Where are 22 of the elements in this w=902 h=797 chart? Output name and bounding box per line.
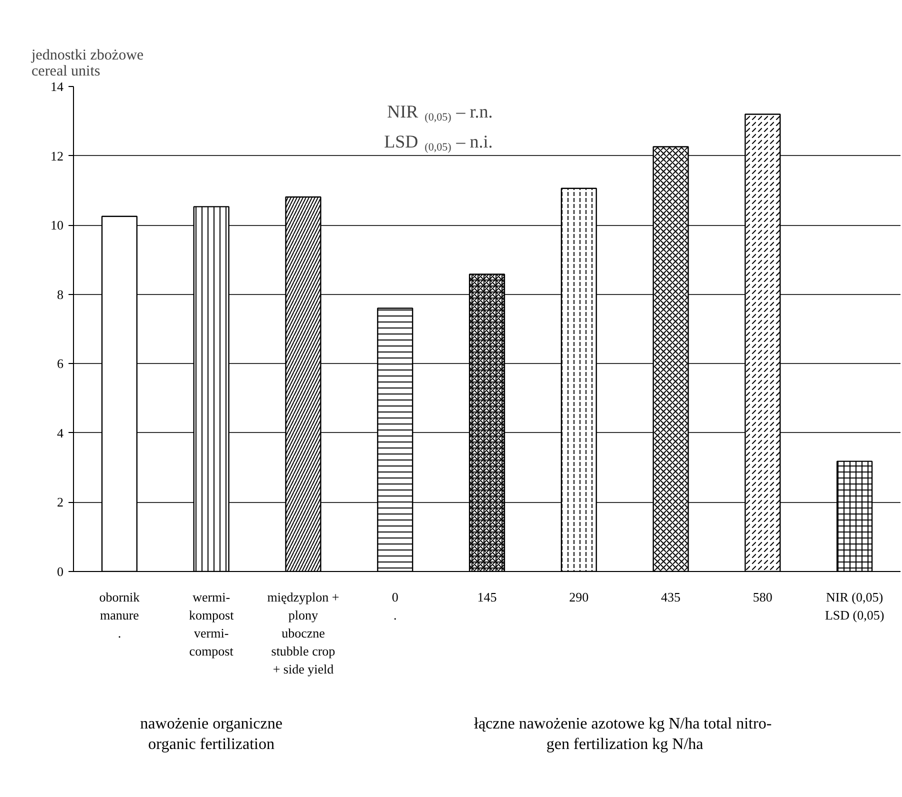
- x-tick-label: wermi- kompost vermi- compost: [188, 590, 234, 658]
- x-tick-label: 290: [569, 590, 589, 604]
- x-tick-label: 0 .: [392, 590, 398, 622]
- x-tick-label: obornik manure .: [99, 590, 140, 640]
- y-tick-label: 6: [57, 356, 64, 372]
- x-tick-label: międzyplon + plony uboczne stubble crop + side yield: [267, 590, 340, 676]
- x-tick-label: NIR (0,05) LSD (0,05): [824, 590, 884, 622]
- x-tick-label: 580: [752, 590, 772, 604]
- text: łączne nawożenie azotowe kg N/ha total nitro- gen fertilization kg N/ha: [474, 716, 772, 753]
- annotation: LSD (0,05) – n.i.: [384, 132, 493, 154]
- y-tick-label: 4: [57, 425, 64, 440]
- text: nawożenie organiczne organic fertilization: [140, 716, 282, 753]
- annotation: NIR (0,05) – r.n.: [387, 102, 493, 124]
- x-tick-label: 145: [477, 590, 497, 604]
- y-tick-label: 0: [57, 564, 64, 579]
- y-tick-label: 2: [57, 494, 64, 510]
- y-axis-title: jednostki zbożowe cereal units: [30, 48, 144, 80]
- y-tick-label: 10: [50, 218, 64, 233]
- x-tick-label: 435: [661, 590, 681, 604]
- y-tick-label: 12: [50, 148, 64, 164]
- y-tick-label: 8: [57, 286, 64, 302]
- y-tick-label: 14: [50, 79, 64, 94]
